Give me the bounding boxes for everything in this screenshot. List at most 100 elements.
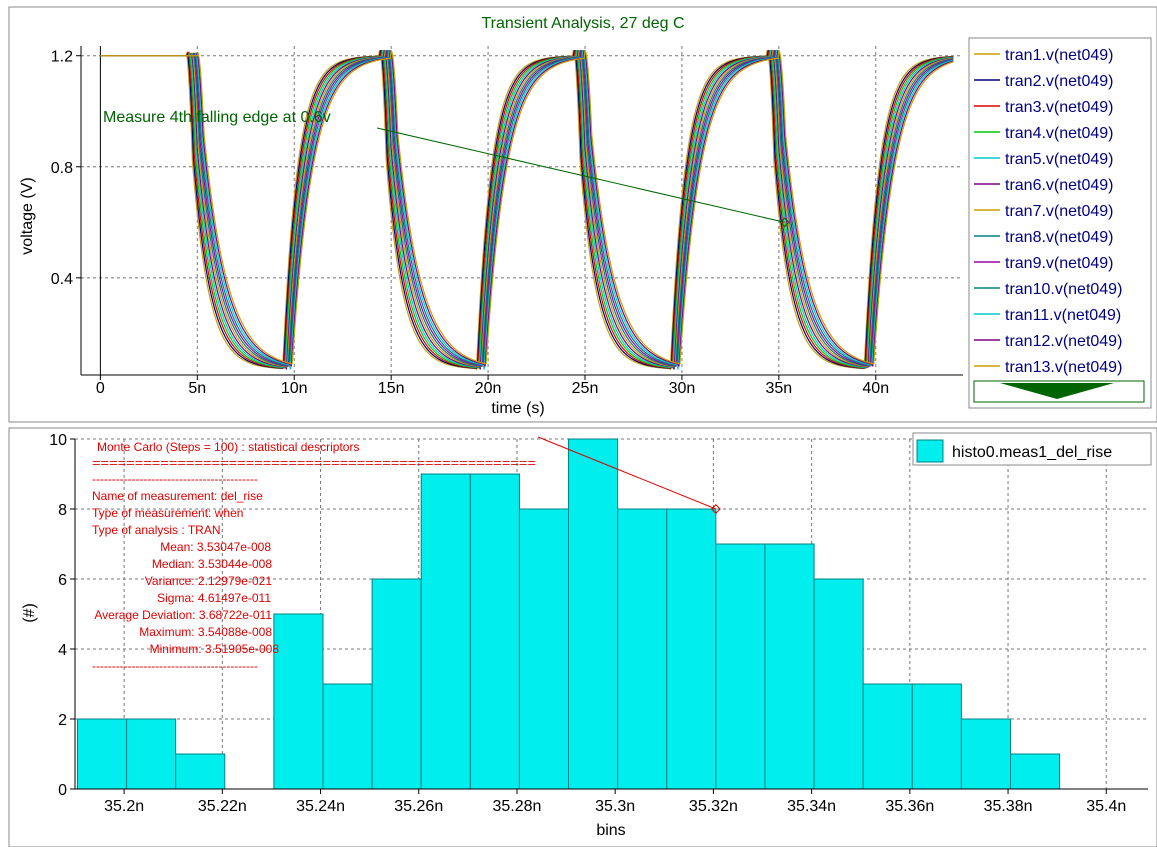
statistics-line-6: Type of analysis : TRAN <box>92 523 221 537</box>
histogram-bar-15 <box>764 543 815 790</box>
series-line-2 <box>100 49 954 369</box>
histogram-bar-6 <box>322 683 373 790</box>
measure-annotation-label: Measure 4th falling edge at 0.6v <box>103 109 331 126</box>
series-line-6 <box>100 49 954 370</box>
histogram-y-tick-label: 8 <box>58 502 67 519</box>
histogram-bar-2 <box>126 718 177 790</box>
legend-label-12: tran12.v(net049) <box>1005 333 1122 350</box>
histogram-bar-19 <box>960 718 1011 790</box>
histogram-y-tick-label: 2 <box>58 712 67 729</box>
statistics-annotation: Monte Carlo (Steps = 100) : statistical … <box>92 436 721 673</box>
series-line-10 <box>100 49 954 367</box>
legend-label-11: tran11.v(net049) <box>1005 307 1121 324</box>
transient-x-tick-label: 5n <box>188 380 206 397</box>
histogram-bar-20 <box>1009 753 1061 790</box>
statistics-line-3: ----------------------------------------… <box>92 472 258 486</box>
histogram-legend-swatch <box>916 439 944 463</box>
histogram-y-tick-label: 10 <box>49 432 67 449</box>
measure-annotation-pointer <box>376 127 785 223</box>
histogram-bar-1 <box>76 718 128 790</box>
legend-label-4: tran4.v(net049) <box>1005 125 1114 142</box>
transient-x-tick-label: 30n <box>669 380 696 397</box>
histogram-x-axis-label: bins <box>596 822 625 839</box>
legend-label-1: tran1.v(net049) <box>1005 47 1114 64</box>
histogram-x-tick-label: 35.28n <box>492 798 541 815</box>
legend-label-10: tran10.v(net049) <box>1005 281 1122 298</box>
histogram-x-tick-label: 35.22n <box>198 798 247 815</box>
transient-y-tick-label: 1.2 <box>51 49 73 66</box>
series-line-1 <box>100 49 954 371</box>
histogram-bar-3 <box>175 753 226 790</box>
series-line-12 <box>100 49 954 367</box>
transient-x-tick-label: 10n <box>281 380 308 397</box>
statistics-line-5: Type of measurement: when <box>92 506 243 520</box>
legend-label-5: tran5.v(net049) <box>1005 151 1114 168</box>
histogram-y-axis-label: (#) <box>21 603 38 623</box>
series-line-3 <box>100 49 954 369</box>
histogram-bar-16 <box>813 578 864 790</box>
histogram-x-tick-label: 35.3n <box>595 798 635 815</box>
legend-label-2: tran2.v(net049) <box>1005 73 1114 90</box>
transient-legend <box>968 37 1152 409</box>
histogram-y-tick-label: 6 <box>58 572 67 589</box>
transient-x-axis-label: time (s) <box>491 400 544 417</box>
statistics-line-1: Monte Carlo (Steps = 100) : statistical … <box>97 440 359 454</box>
histogram-x-tick-label: 35.4n <box>1086 798 1126 815</box>
statistics-line-10: Sigma: 4.61497e-011 <box>157 591 271 605</box>
statistics-annotation-pointer <box>537 436 717 510</box>
legend-label-6: tran6.v(net049) <box>1005 177 1114 194</box>
histogram-y-tick-label: 4 <box>58 642 67 659</box>
histogram-legend <box>912 432 1152 466</box>
statistics-line-4: Name of measurement: del_rise <box>92 489 263 503</box>
histogram-bar-11 <box>568 438 619 790</box>
transient-y-tick-label: 0.4 <box>51 271 73 288</box>
series-line-4 <box>100 49 954 369</box>
histogram-plot-area: 35.2n 35.22n 35.24n 35.26n 35.28n 35.3n 35.32n… <box>49 432 1148 815</box>
histogram-x-tick-label: 35.2n <box>104 798 144 815</box>
transient-plot-area: 0 5n 10n 15n 20n 25n 30n 35n 40n 0.4 0.8 1.2 Measure… <box>51 46 963 397</box>
legend-label-9: tran9.v(net049) <box>1005 255 1114 272</box>
histogram-bar-7 <box>371 578 422 790</box>
series-line-11 <box>100 49 954 370</box>
transient-x-tick-label: 40n <box>862 380 889 397</box>
transient-x-tick-label: 35n <box>765 380 792 397</box>
transient-x-tick-label: 15n <box>378 380 405 397</box>
histogram-x-tick-label: 35.36n <box>885 798 934 815</box>
histogram-bar-9 <box>469 473 520 790</box>
histogram-bar-5 <box>273 613 324 790</box>
histogram-x-tick-label: 35.32n <box>689 798 738 815</box>
histogram-legend-label: histo0.meas1_del_rise <box>952 444 1112 461</box>
transient-x-tick-label: 20n <box>475 380 502 397</box>
chevron-down-icon <box>1000 383 1114 399</box>
statistics-line-14: ----------------------------------------… <box>92 659 258 673</box>
histogram-bar-12 <box>617 508 668 790</box>
statistics-line-11: Average Deviation: 3.68722e-011 <box>94 608 272 622</box>
transient-y-axis-label: voltage (V) <box>19 177 36 254</box>
histogram-x-tick-label: 35.38n <box>984 798 1033 815</box>
statistics-line-7: Mean: 3.53047e-008 <box>160 540 271 554</box>
statistics-line-12: Maximum: 3.54088e-008 <box>139 625 272 639</box>
legend-scroll-down-button[interactable] <box>973 380 1145 403</box>
transient-legend-items: tran1.v(net049) tran2.v(net049) tran3.v(ne… <box>974 47 1122 376</box>
histogram-bar-17 <box>862 683 913 790</box>
histogram-x-tick-label: 35.34n <box>787 798 836 815</box>
series-line-5 <box>100 49 954 369</box>
transient-x-tick-label: 0 <box>96 380 105 397</box>
histogram-bar-14 <box>715 543 766 790</box>
statistics-line-8: Median: 3.53044e-008 <box>152 557 272 571</box>
histogram-x-tick-label: 35.24n <box>296 798 345 815</box>
statistics-line-9: Variance: 2.12979e-021 <box>145 574 273 588</box>
series-line-9 <box>100 49 954 367</box>
statistics-line-13: Minimum: 3.51905e-008 <box>150 642 280 656</box>
statistics-annotation-marker <box>710 504 721 514</box>
transient-x-tick-label: 25n <box>572 380 599 397</box>
transient-chart-title: Transient Analysis, 27 deg C <box>481 15 684 32</box>
series-line-7 <box>100 49 954 368</box>
histogram-y-tick-label: 0 <box>58 782 67 799</box>
histogram-bar-13 <box>666 508 717 790</box>
statistics-line-2: ========================================… <box>92 456 536 470</box>
histogram-bar-18 <box>911 683 962 790</box>
series-line-13 <box>100 49 954 365</box>
legend-label-3: tran3.v(net049) <box>1005 99 1114 116</box>
